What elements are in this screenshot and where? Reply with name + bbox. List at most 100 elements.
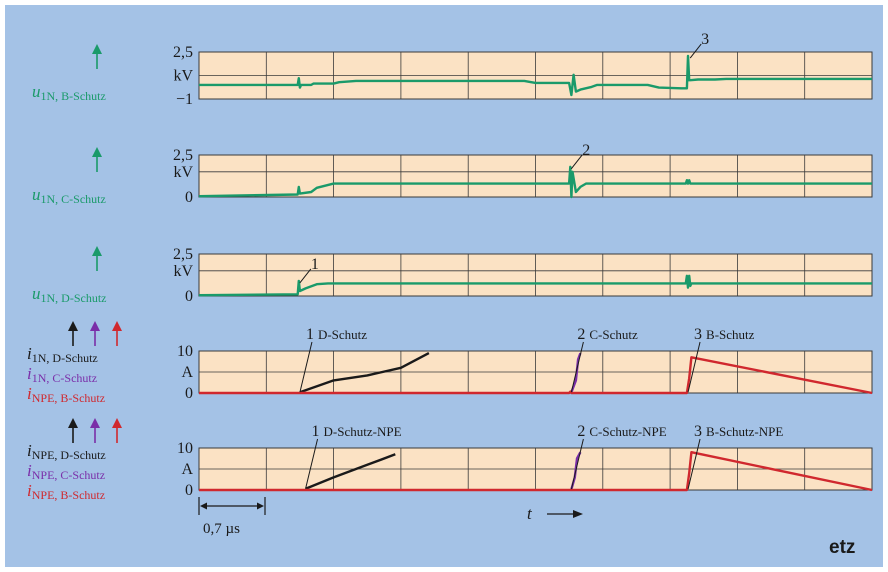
time-axis-arrow-head bbox=[573, 510, 583, 518]
annotation-leader bbox=[299, 268, 312, 284]
annotation-number: 3 bbox=[694, 326, 702, 343]
plot-border bbox=[198, 253, 873, 297]
y-tick-label: −1 bbox=[176, 91, 193, 108]
legend-label: u1N, D-Schutz bbox=[32, 284, 107, 305]
legend-symbol: i bbox=[27, 461, 32, 480]
y-tick-label: 0 bbox=[185, 385, 193, 402]
annotation-number: 3 bbox=[694, 423, 702, 440]
y-tick-label: A bbox=[181, 461, 193, 478]
annotation-number: 2 bbox=[582, 142, 590, 159]
series-line bbox=[199, 451, 873, 492]
legend-label: iNPE, C-Schutz bbox=[27, 461, 105, 482]
legend-subscript: NPE, C-Schutz bbox=[32, 468, 105, 482]
up-arrow-icon bbox=[90, 321, 100, 346]
up-arrow-icon-head bbox=[90, 321, 100, 331]
y-tick-label: 0 bbox=[185, 288, 193, 305]
annotation-number: 2 bbox=[577, 326, 585, 343]
scale-arrow-right-head bbox=[257, 502, 264, 510]
up-arrow-icon bbox=[90, 418, 100, 443]
series-line bbox=[299, 352, 430, 394]
annotation-number: 1 bbox=[311, 256, 319, 273]
y-tick-label: 2,5 bbox=[173, 44, 193, 61]
annotation-number: 2 bbox=[577, 423, 585, 440]
legend-subscript: 1N, D-Schutz bbox=[41, 291, 107, 305]
annotation-number: 1 bbox=[306, 326, 314, 343]
annotation-number: 1 bbox=[312, 423, 320, 440]
series-line bbox=[305, 453, 396, 490]
annotation-leader bbox=[570, 154, 583, 170]
legend-subscript: NPE, B-Schutz bbox=[32, 391, 105, 405]
figure-frame: 2,5 kV −1 3 u1N, B-Schutz 2,5 kV 0 2 u1N, C-Schut… bbox=[5, 5, 883, 567]
legend-label: iNPE, B-Schutz bbox=[27, 384, 105, 405]
annotation-leader bbox=[689, 43, 702, 59]
legend-subscript: 1N, C-Schutz bbox=[32, 371, 97, 385]
annotation-name: B-Schutz-NPE bbox=[706, 424, 783, 439]
annotation-number: 3 bbox=[701, 31, 709, 48]
annotation-leader bbox=[570, 438, 584, 490]
series-line bbox=[198, 274, 872, 297]
up-arrow-icon-head bbox=[112, 418, 122, 428]
time-axis-label: t bbox=[527, 504, 533, 523]
panel-u1n_d: 2,5kV 0 1 u1N, D-Schutz bbox=[32, 246, 873, 305]
panel-inpe: 10 A 0 1 D-Schutz-NPE 2 C-Schutz-NPE 3 B-Schutz-… bbox=[27, 418, 873, 502]
panel-u1n_c: 2,5kV 0 2 u1N, C-Schutz bbox=[32, 142, 873, 206]
up-arrow-icon-head bbox=[92, 246, 102, 256]
legend-symbol: u bbox=[32, 284, 41, 303]
y-tick-label: kV bbox=[173, 68, 193, 85]
up-arrow-icon-head bbox=[68, 321, 78, 331]
time-scale-label: 0,7 µs bbox=[203, 521, 240, 537]
legend-label: iNPE, B-Schutz bbox=[27, 481, 105, 502]
legend-subscript: NPE, D-Schutz bbox=[32, 448, 106, 462]
legend-subscript: NPE, B-Schutz bbox=[32, 488, 105, 502]
legend: u1N, D-Schutz bbox=[32, 246, 107, 305]
plot-border bbox=[198, 51, 873, 100]
up-arrow-icon bbox=[112, 321, 122, 346]
y-tick-label: A bbox=[181, 364, 193, 381]
y-tick-label: 2,5 bbox=[173, 246, 193, 263]
annotation-name: D-Schutz-NPE bbox=[324, 424, 402, 439]
legend-label: i1N, C-Schutz bbox=[27, 364, 97, 385]
legend-symbol: i bbox=[27, 441, 32, 460]
up-arrow-icon bbox=[92, 147, 102, 172]
y-tick-label: 10 bbox=[177, 343, 193, 360]
up-arrow-icon-head bbox=[92, 147, 102, 157]
plot-border bbox=[198, 154, 873, 198]
up-arrow-icon-head bbox=[112, 321, 122, 331]
panel-u1n_b: 2,5 kV −1 3 u1N, B-Schutz bbox=[32, 31, 873, 108]
annotation-leader bbox=[687, 341, 701, 393]
time-scale: 0,7 µs bbox=[198, 497, 266, 537]
legend-symbol: i bbox=[27, 364, 32, 383]
legend: u1N, C-Schutz bbox=[32, 147, 106, 206]
annotation-name: B-Schutz bbox=[706, 327, 755, 342]
scale-arrow-left-head bbox=[200, 502, 207, 510]
series-line bbox=[199, 356, 873, 395]
annotation-name: C-Schutz-NPE bbox=[589, 424, 666, 439]
y-tick-label: 0 bbox=[185, 189, 193, 206]
legend-symbol: i bbox=[27, 481, 32, 500]
annotation-leader bbox=[305, 438, 319, 489]
y-tick-label: kV bbox=[173, 263, 193, 280]
legend: u1N, B-Schutz bbox=[32, 44, 106, 103]
y-tick-label: kV bbox=[173, 164, 193, 181]
legend-label: u1N, B-Schutz bbox=[32, 82, 106, 103]
annotation-name: C-Schutz bbox=[589, 327, 638, 342]
up-arrow-icon-head bbox=[68, 418, 78, 428]
up-arrow-icon bbox=[68, 321, 78, 346]
up-arrow-icon bbox=[92, 44, 102, 69]
annotation-leader bbox=[299, 341, 313, 393]
legend-symbol: i bbox=[27, 384, 32, 403]
up-arrow-icon-head bbox=[90, 418, 100, 428]
legend-subscript: 1N, D-Schutz bbox=[32, 351, 98, 365]
up-arrow-icon-head bbox=[92, 44, 102, 54]
up-arrow-icon bbox=[112, 418, 122, 443]
brand-logo: etz bbox=[829, 537, 855, 558]
y-tick-label: 2,5 bbox=[173, 147, 193, 164]
legend-subscript: 1N, B-Schutz bbox=[41, 89, 106, 103]
y-tick-label: 10 bbox=[177, 440, 193, 457]
y-tick-label: 0 bbox=[185, 482, 193, 499]
